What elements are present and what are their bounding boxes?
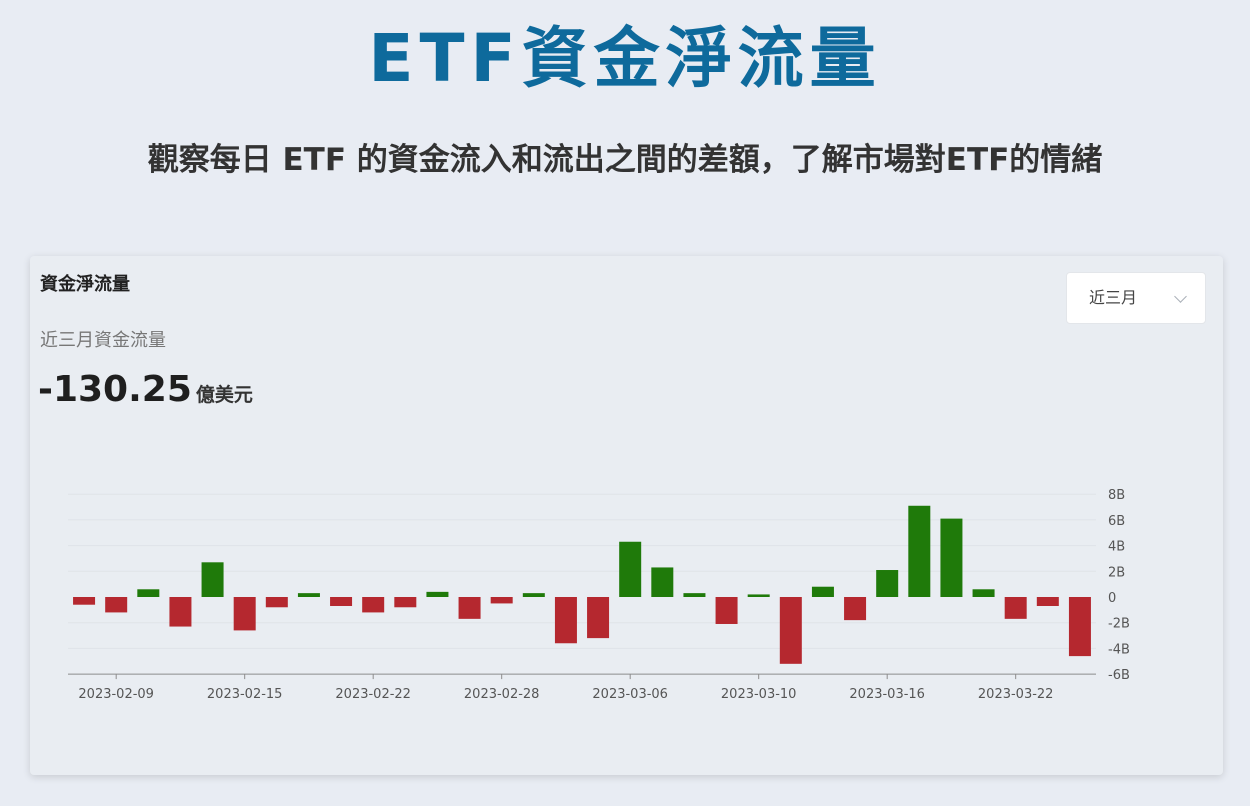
y-tick-label: -2B — [1108, 617, 1130, 632]
bar-positive — [940, 518, 963, 597]
y-tick-label: 8B — [1108, 488, 1125, 503]
flow-value: -130.25 — [38, 369, 192, 410]
x-tick-label: 2023-03-10 — [721, 687, 797, 702]
bar-positive — [522, 593, 545, 597]
period-select-value: 近三月 — [1089, 288, 1138, 307]
bar-negative — [587, 597, 610, 639]
x-tick-label: 2023-03-16 — [849, 687, 925, 702]
flow-unit: 億美元 — [195, 384, 253, 406]
x-tick-label: 2023-02-15 — [207, 687, 283, 702]
bar-positive — [876, 570, 899, 597]
bar-negative — [554, 597, 577, 644]
bar-negative — [330, 597, 353, 606]
x-tick-label: 2023-02-09 — [78, 687, 154, 702]
bar-positive — [651, 567, 674, 597]
page-subtitle: 觀察每日 ETF 的資金流入和流出之間的差額，了解市場對ETF的情緒 — [147, 142, 1103, 178]
y-tick-label: 0 — [1108, 591, 1116, 606]
bar-positive — [683, 593, 706, 597]
page-title: ETF資金淨流量 — [368, 20, 882, 97]
bar-positive — [137, 589, 160, 597]
bar-negative — [394, 597, 417, 608]
bar-positive — [811, 586, 834, 597]
bar-negative — [715, 597, 738, 624]
bar-negative — [779, 597, 802, 664]
bar-positive — [908, 505, 931, 597]
x-tick-label: 2023-03-22 — [978, 687, 1054, 702]
bar-negative — [844, 597, 867, 621]
period-select[interactable]: 近三月 — [1066, 272, 1206, 324]
card-title: 資金淨流量 — [40, 274, 130, 295]
y-tick-label: 6B — [1108, 514, 1125, 529]
y-tick-label: -6B — [1108, 668, 1130, 683]
bar-negative — [1036, 597, 1059, 606]
bar-negative — [1004, 597, 1027, 619]
bar-positive — [201, 562, 224, 597]
bar-positive — [297, 593, 320, 597]
bar-positive — [972, 589, 995, 597]
y-tick-label: 2B — [1108, 565, 1125, 580]
x-tick-label: 2023-02-28 — [464, 687, 540, 702]
flow-summary: -130.25 億美元 — [38, 368, 253, 412]
flow-label: 近三月資金流量 — [40, 330, 166, 351]
bar-positive — [619, 541, 642, 597]
bar-negative — [73, 597, 96, 605]
y-tick-label: 4B — [1108, 540, 1125, 555]
bar-negative — [458, 597, 481, 619]
bar-positive — [426, 591, 449, 597]
bar-negative — [265, 597, 288, 608]
bar-negative — [362, 597, 385, 613]
bar-negative — [169, 597, 192, 627]
bar-positive — [747, 594, 770, 597]
bar-negative — [1068, 597, 1091, 657]
x-tick-label: 2023-02-22 — [335, 687, 411, 702]
x-tick-label: 2023-03-06 — [592, 687, 668, 702]
bar-negative — [233, 597, 256, 631]
net-flow-card: 資金淨流量 近三月 近三月資金流量 -130.25 億美元 8B 6B 4B 2B 0 -2… — [30, 256, 1223, 775]
bar-negative — [490, 597, 513, 604]
bar-negative — [105, 597, 128, 613]
net-flow-bar-chart: 8B 6B 4B 2B 0 -2B -4B -6B 2023-02-09 2023-02-15 20… — [68, 488, 1130, 702]
y-tick-label: -4B — [1108, 642, 1130, 657]
